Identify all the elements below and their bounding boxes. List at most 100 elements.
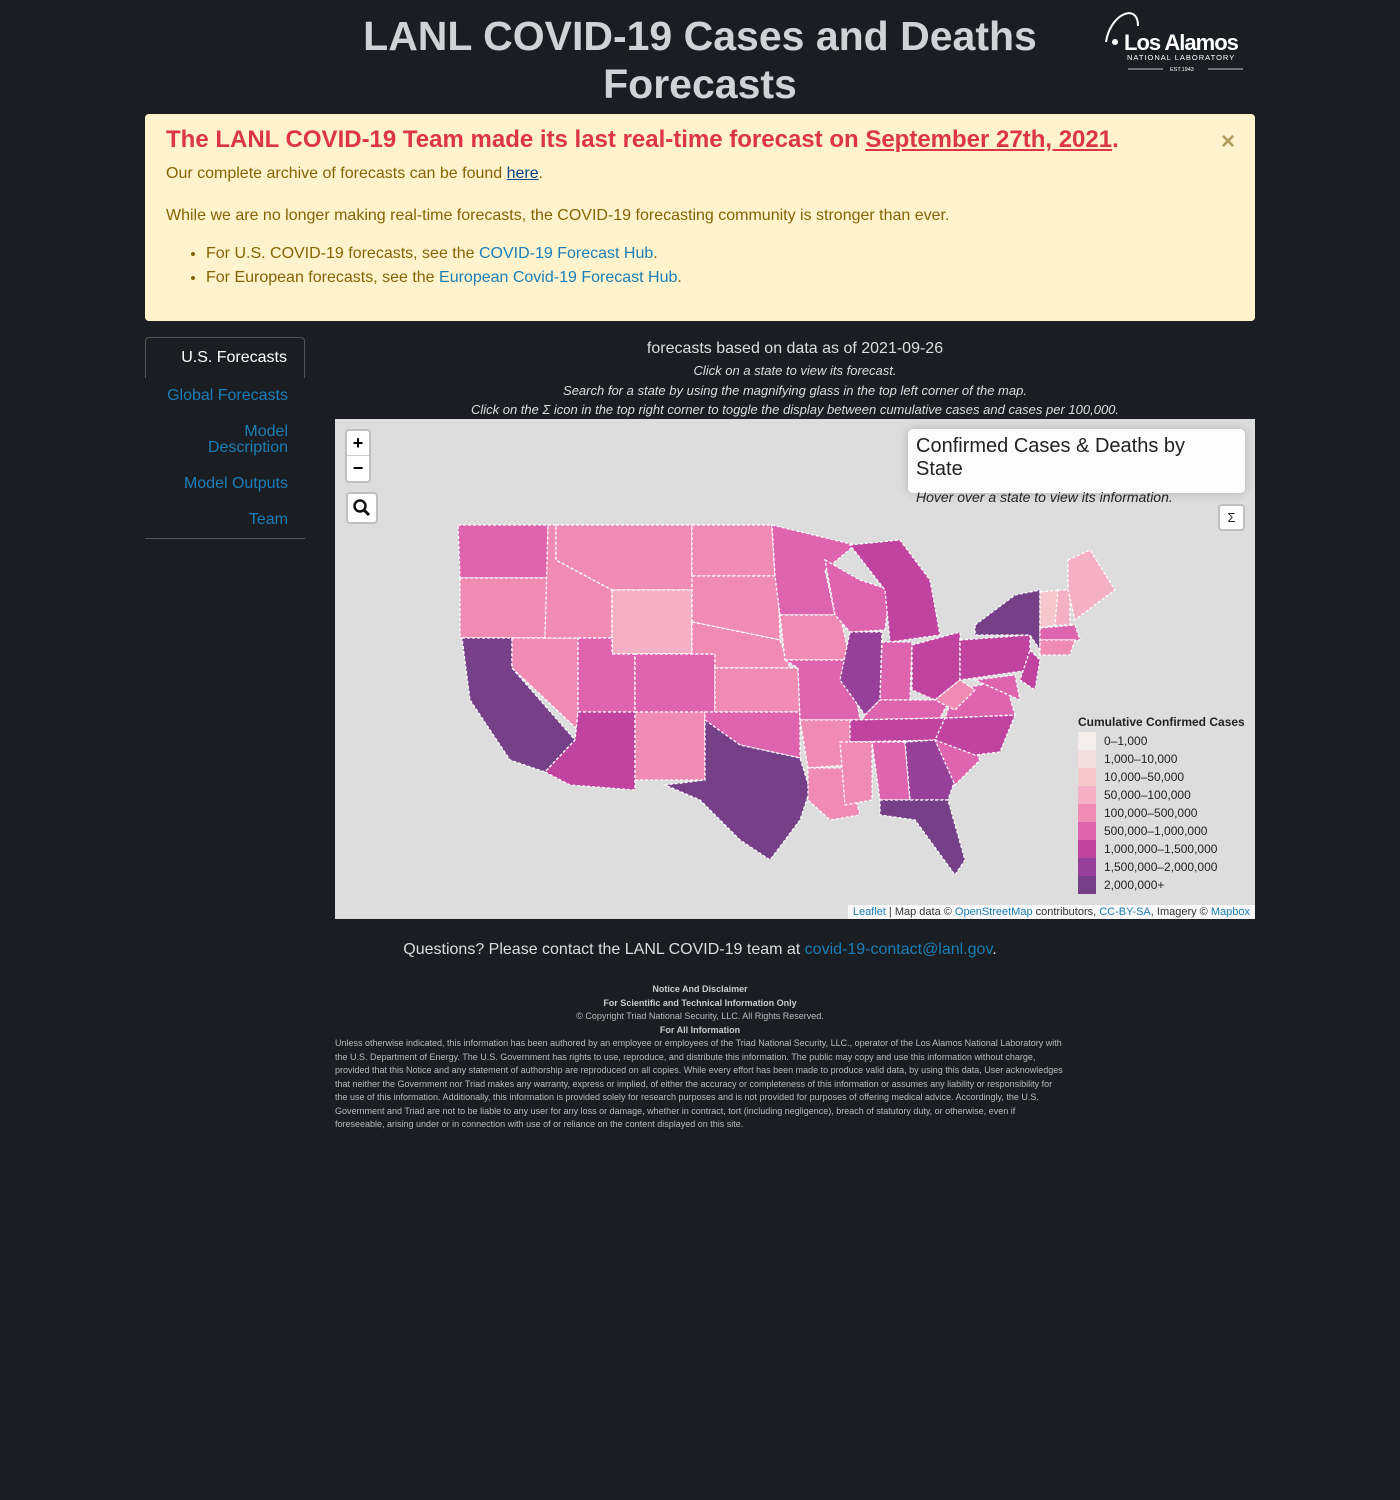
instruction-line: Search for a state by using the magnifyi… <box>563 382 1027 398</box>
page-title: LANL COVID-19 Cases and Deaths Forecasts <box>363 13 1037 107</box>
legend-item: 50,000–100,000 <box>1078 786 1245 804</box>
nav-team[interactable]: Team <box>248 511 288 528</box>
svg-text:EST.1943: EST.1943 <box>1170 67 1194 73</box>
legend-label: 1,000,000–1,500,000 <box>1104 842 1218 856</box>
legend-label: 10,000–50,000 <box>1104 770 1185 784</box>
los-alamos-logo[interactable]: Los Alamos NATIONAL LABORATORY EST.1943 <box>1098 4 1248 76</box>
state-mi[interactable] <box>848 539 941 643</box>
community-text: While we are no longer making real-time … <box>166 207 950 224</box>
legend-item: 1,000,000–1,500,000 <box>1078 840 1245 858</box>
contact-line: Questions? Please contact the LANL COVID… <box>403 941 997 958</box>
search-icon <box>353 499 371 517</box>
alert-heading: The LANL COVID-19 Team made its last rea… <box>166 126 1119 153</box>
disclaimer-subheading: For Scientific and Technical Information… <box>603 997 797 1008</box>
state-ia[interactable] <box>779 614 851 661</box>
covid-forecast-hub-link[interactable]: COVID-19 Forecast Hub <box>478 245 654 262</box>
disclaimer: Notice And Disclaimer For Scientific and… <box>335 983 1065 1132</box>
state-nd[interactable] <box>691 524 776 577</box>
state-al[interactable] <box>871 741 911 801</box>
close-icon[interactable]: × <box>1220 128 1235 155</box>
map-instructions: forecasts based on data as of 2021-09-26… <box>335 340 1255 420</box>
legend-label: 1,000–10,000 <box>1104 752 1178 766</box>
nav-model-outputs[interactable]: Model Outputs <box>183 475 288 492</box>
legend-swatch <box>1078 840 1096 858</box>
state-tx[interactable] <box>662 718 811 861</box>
legend-swatch <box>1078 876 1096 894</box>
instruction-line: Click on a state to view its forecast. <box>693 363 897 378</box>
nav-us-forecasts[interactable]: U.S. Forecasts <box>145 337 305 378</box>
leaflet-link[interactable]: Leaflet <box>852 906 886 918</box>
map-attribution: Leaflet | Map data © OpenStreetMap contr… <box>847 905 1255 919</box>
state-ks[interactable] <box>714 667 801 713</box>
european-forecast-hub-link[interactable]: European Covid-19 Forecast Hub <box>439 269 678 286</box>
zoom-in-button[interactable]: + <box>347 431 369 456</box>
data-as-of: forecasts based on data as of 2021-09-26 <box>646 340 944 357</box>
ccbysa-link[interactable]: CC-BY-SA <box>1099 906 1151 918</box>
state-nc[interactable] <box>934 714 1016 756</box>
map-legend: Cumulative Confirmed Cases 0–1,000 1,000–… <box>1078 715 1245 894</box>
svg-text:NATIONAL LABORATORY: NATIONAL LABORATORY <box>1127 53 1235 62</box>
state-wi[interactable] <box>824 558 891 633</box>
state-wa[interactable] <box>457 524 549 579</box>
legend-item: 2,000,000+ <box>1078 876 1245 894</box>
state-fl[interactable] <box>879 799 966 877</box>
legend-swatch <box>1078 858 1096 876</box>
contact-email-link[interactable]: covid-19-contact@lanl.gov <box>804 941 993 958</box>
legend-item: 10,000–50,000 <box>1078 768 1245 786</box>
mapbox-link[interactable]: Mapbox <box>1210 906 1250 918</box>
hub-list: For U.S. COVID-19 forecasts, see the COV… <box>206 242 1234 290</box>
nav-global-forecasts[interactable]: Global Forecasts <box>167 387 288 404</box>
state-tn[interactable] <box>849 717 946 743</box>
list-item: For European forecasts, see the European… <box>206 266 1234 290</box>
forecast-date-link[interactable]: September 27th, 2021 <box>865 126 1113 153</box>
list-item: For U.S. COVID-19 forecasts, see the COV… <box>206 242 1234 266</box>
state-nm[interactable] <box>634 711 706 781</box>
copyright: © Copyright Triad National Security, LLC… <box>576 1011 824 1021</box>
state-info-box: Confirmed Cases & Deaths by State Hover … <box>908 429 1245 505</box>
info-hint: Hover over a state to view its informati… <box>916 489 1173 505</box>
legend-swatch <box>1078 804 1096 822</box>
state-md[interactable] <box>972 674 1021 702</box>
state-ct[interactable] <box>1039 639 1076 656</box>
state-nj[interactable] <box>1019 648 1041 692</box>
archive-text: Our complete archive of forecasts can be… <box>166 165 544 182</box>
state-oh[interactable] <box>911 631 961 701</box>
svg-text:Los Alamos: Los Alamos <box>1124 30 1239 55</box>
legend-label: 500,000–1,000,000 <box>1104 824 1208 838</box>
legend-item: 1,000–10,000 <box>1078 750 1245 768</box>
legend-label: 50,000–100,000 <box>1104 788 1191 802</box>
state-pa[interactable] <box>959 634 1031 681</box>
legend-item: 100,000–500,000 <box>1078 804 1245 822</box>
zoom-out-button[interactable]: − <box>352 458 364 478</box>
state-ne[interactable] <box>691 621 791 669</box>
search-button[interactable] <box>346 492 378 524</box>
legend-item: 0–1,000 <box>1078 732 1245 750</box>
legend-label: 2,000,000+ <box>1104 878 1165 892</box>
state-me[interactable] <box>1067 549 1116 622</box>
disclaimer-subheading: For All Information <box>659 1024 741 1035</box>
state-in[interactable] <box>879 641 913 701</box>
osm-link[interactable]: OpenStreetMap <box>954 906 1033 918</box>
state-wy[interactable] <box>611 589 693 655</box>
state-ma[interactable] <box>1039 624 1081 641</box>
nav-model-description[interactable]: Model Description <box>207 423 288 456</box>
state-or[interactable] <box>459 577 549 639</box>
state-co[interactable] <box>634 653 716 713</box>
us-choropleth-map[interactable]: + − Confirmed Cases & Deaths by State Ho… <box>335 419 1255 919</box>
state-ms[interactable] <box>839 741 873 806</box>
legend-label: 0–1,000 <box>1104 734 1148 748</box>
sigma-toggle-button[interactable]: Σ <box>1218 504 1245 531</box>
state-nh[interactable] <box>1054 589 1071 626</box>
last-forecast-alert: The LANL COVID-19 Team made its last rea… <box>145 114 1255 321</box>
legend-swatch <box>1078 768 1096 786</box>
legend-item: 1,500,000–2,000,000 <box>1078 858 1245 876</box>
disclaimer-body: Unless otherwise indicated, this informa… <box>335 1038 1063 1129</box>
archive-link[interactable]: here <box>506 165 539 182</box>
legend-swatch <box>1078 750 1096 768</box>
instruction-line: Click on the Σ icon in the top right cor… <box>470 402 1120 417</box>
legend-swatch <box>1078 822 1096 840</box>
legend-label: 1,500,000–2,000,000 <box>1104 860 1218 874</box>
state-wv[interactable] <box>933 679 977 711</box>
legend-label: 100,000–500,000 <box>1104 806 1198 820</box>
legend-swatch <box>1078 786 1096 804</box>
